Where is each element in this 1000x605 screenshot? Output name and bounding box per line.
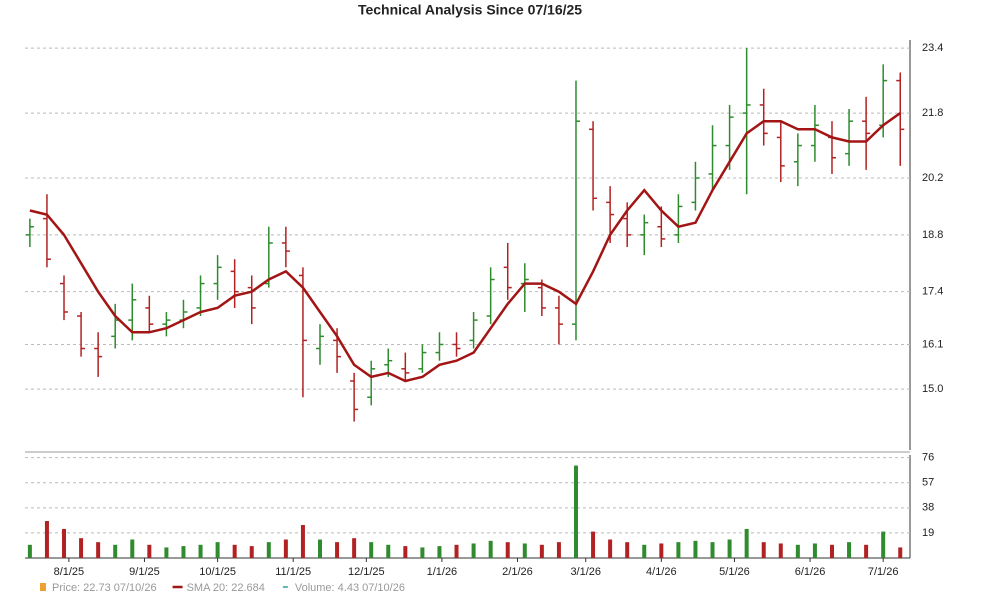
volume-bar bbox=[79, 538, 84, 558]
x-tick-label: 9/1/25 bbox=[129, 566, 160, 578]
volume-tick-label: 57 bbox=[922, 477, 934, 489]
y-tick-label: 16.1 bbox=[922, 338, 943, 350]
volume-bar bbox=[130, 539, 135, 558]
volume-bar bbox=[300, 524, 305, 558]
x-tick-label: 1/1/26 bbox=[427, 566, 458, 578]
x-tick-label: 4/1/26 bbox=[646, 566, 677, 578]
volume-bar bbox=[812, 543, 817, 558]
volume-bar bbox=[437, 546, 442, 558]
volume-bar bbox=[266, 542, 271, 558]
volume-bar bbox=[335, 542, 340, 558]
x-tick-label: 11/1/25 bbox=[275, 566, 311, 578]
volume-bar bbox=[642, 544, 647, 558]
volume-bar bbox=[608, 539, 613, 558]
volume-bar bbox=[573, 465, 578, 558]
volume-bar bbox=[829, 544, 834, 558]
volume-bar bbox=[420, 547, 425, 558]
volume-bar bbox=[676, 542, 681, 558]
volume-bar bbox=[27, 544, 32, 558]
volume-bar bbox=[556, 542, 561, 558]
y-tick-label: 18.8 bbox=[922, 229, 943, 241]
volume-bar bbox=[283, 539, 288, 558]
volume-bar bbox=[864, 544, 869, 558]
sma-line bbox=[29, 112, 901, 383]
volume-bar bbox=[181, 546, 186, 558]
y-tick-label: 23.4 bbox=[922, 42, 943, 54]
volume-tick-label: 19 bbox=[922, 527, 934, 539]
volume-bar bbox=[215, 542, 220, 558]
volume-bar bbox=[369, 542, 374, 558]
volume-bar bbox=[898, 547, 903, 558]
volume-bar bbox=[488, 540, 493, 558]
volume-bar bbox=[795, 544, 800, 558]
volume-bar bbox=[727, 539, 732, 558]
volume-tick-label: 76 bbox=[922, 452, 934, 464]
volume-bar bbox=[625, 542, 630, 558]
x-tick-label: 2/1/26 bbox=[502, 566, 533, 578]
x-tick-label: 3/1/26 bbox=[570, 566, 601, 578]
volume-bar bbox=[318, 539, 322, 558]
volume-bar bbox=[386, 544, 391, 558]
volume-bar bbox=[62, 528, 67, 558]
volume-bar bbox=[847, 542, 852, 558]
volume-bar bbox=[249, 546, 254, 558]
volume-tick-label: 38 bbox=[922, 502, 934, 514]
volume-bar bbox=[454, 544, 459, 558]
volume-bar bbox=[352, 538, 357, 558]
legend-label: SMA 20: 22.684 bbox=[187, 582, 265, 594]
volume-bar bbox=[591, 531, 596, 558]
volume-bar bbox=[881, 531, 886, 558]
volume-bar bbox=[403, 546, 408, 558]
volume-bar bbox=[232, 544, 237, 558]
volume-bar bbox=[198, 544, 203, 558]
legend-swatch bbox=[40, 583, 46, 591]
volume-bar bbox=[44, 521, 49, 558]
volume-bar bbox=[761, 542, 766, 558]
volume-bar bbox=[113, 544, 118, 558]
legend-label: Volume: 4.43 07/10/26 bbox=[295, 582, 405, 594]
volume-bar bbox=[164, 547, 169, 558]
x-tick-label: 12/1/25 bbox=[348, 566, 385, 578]
x-tick-label: 7/1/26 bbox=[868, 566, 899, 578]
volume-bar bbox=[96, 542, 101, 558]
volume-bar bbox=[744, 528, 749, 558]
volume-bar bbox=[539, 544, 544, 558]
volume-bar bbox=[710, 542, 715, 558]
volume-bar bbox=[147, 544, 152, 558]
volume-bar bbox=[522, 543, 527, 558]
chart-title: Technical Analysis Since 07/16/25 bbox=[358, 2, 582, 18]
x-tick-label: 6/1/26 bbox=[795, 566, 826, 578]
y-tick-label: 15.0 bbox=[922, 383, 943, 395]
volume-bar bbox=[505, 542, 510, 558]
volume-bar bbox=[778, 543, 783, 558]
x-tick-label: 5/1/26 bbox=[719, 566, 750, 578]
y-tick-label: 21.8 bbox=[922, 107, 943, 119]
y-tick-label: 20.2 bbox=[922, 172, 943, 184]
y-tick-label: 17.4 bbox=[922, 286, 943, 298]
volume-bar bbox=[693, 540, 698, 558]
volume-bar bbox=[659, 543, 664, 558]
volume-bar bbox=[471, 543, 476, 558]
x-tick-label: 10/1/25 bbox=[199, 566, 236, 578]
x-tick-label: 8/1/25 bbox=[54, 566, 85, 578]
legend-label: Price: 22.73 07/10/26 bbox=[52, 582, 157, 594]
